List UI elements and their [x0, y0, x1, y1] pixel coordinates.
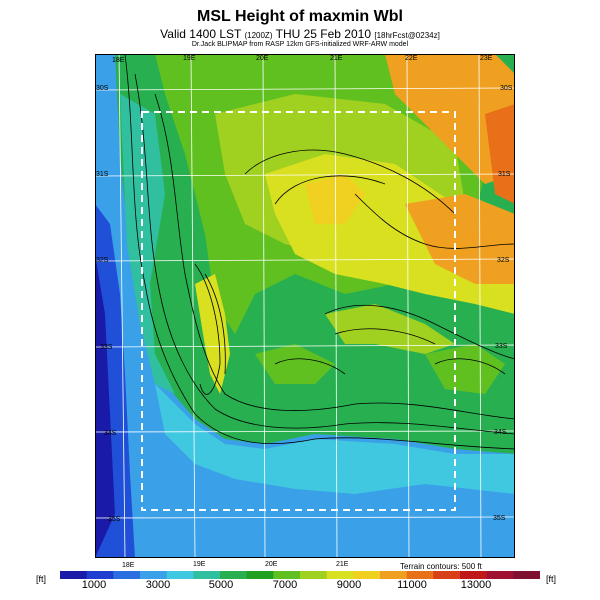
high-orange-east [405, 194, 515, 284]
lat-label-right-1: 30S [500, 85, 513, 92]
utc-time: (1200Z) [244, 31, 273, 40]
model-credit: Dr.Jack BLIPMAP from RASP 12km GFS-initi… [191, 41, 409, 48]
colorbar-swatch [353, 571, 381, 579]
valid-time: Valid 1400 LST [160, 27, 242, 41]
forecast-info: [18hrFcst@0234z] [374, 31, 440, 40]
lon-label-bottom-4: 21E [336, 561, 349, 568]
colorbar-unit-left: [ft] [36, 574, 47, 584]
terrain-contours [124, 54, 515, 450]
map-frame [95, 54, 515, 558]
colorbar-swatch [166, 571, 194, 579]
lat-label-left-6: 35S [108, 516, 121, 523]
lon-label-top-1: 18E [112, 57, 125, 64]
colorbar-label-11000: 11000 [397, 579, 427, 591]
colorbar-swatch [246, 571, 274, 579]
graticule [95, 54, 515, 558]
lat-label-left-3: 32S [96, 257, 109, 264]
colorbar-swatch [193, 571, 221, 579]
colorbar-swatch [140, 571, 168, 579]
high-orange-north [385, 54, 515, 184]
lat-label-right-6: 35S [493, 515, 506, 522]
colorbar-swatch [406, 571, 434, 579]
forecast-date: THU 25 Feb 2010 [275, 27, 371, 41]
colorbar-swatch [513, 571, 540, 579]
lat-label-right-4: 33S [495, 343, 508, 350]
lon-label-bottom-3: 20E [265, 561, 278, 568]
colorbar-label-3000: 3000 [145, 579, 171, 591]
ocean-west [95, 54, 515, 558]
colorbar-label-9000: 9000 [336, 579, 362, 591]
ridge-west [195, 274, 230, 394]
lon-label-bottom-1: 18E [122, 562, 135, 569]
colorbar-label-7000: 7000 [272, 579, 298, 591]
map-subtitle: Valid 1400 LST (1200Z) THU 25 Feb 2010 [… [0, 27, 600, 41]
ridge-south-2 [255, 344, 335, 384]
colorbar-swatch [273, 571, 301, 579]
ridge-east [425, 344, 505, 394]
colorbar-swatch [113, 571, 141, 579]
lon-label-top-4: 21E [330, 55, 343, 62]
height-map [95, 54, 515, 558]
land-teal-west [120, 94, 175, 394]
colorbar-swatch [86, 571, 114, 579]
colorbar-label-1000: 1000 [81, 579, 107, 591]
lon-label-top-2: 19E [183, 55, 196, 62]
colorbar [60, 571, 540, 579]
lon-label-top-6: 23E [480, 55, 493, 62]
inner-domain-box [141, 111, 456, 511]
lat-label-right-5: 34S [494, 429, 507, 436]
lon-label-bottom-2: 19E [193, 561, 206, 568]
colorbar-swatch [460, 571, 488, 579]
colorbar-swatch [486, 571, 514, 579]
lon-label-top-3: 20E [256, 55, 269, 62]
lat-label-left-2: 31S [96, 171, 109, 178]
colorbar-swatch [220, 571, 248, 579]
colorbar-unit-right: [ft] [546, 574, 557, 584]
ridge-south [325, 304, 455, 354]
lat-label-right-2: 31S [498, 171, 511, 178]
colorbar-swatch [300, 571, 328, 579]
lat-label-left-5: 34S [104, 430, 117, 437]
high-red-east [485, 104, 515, 204]
colorbar-swatch [433, 571, 461, 579]
lat-label-left-4: 33S [100, 344, 113, 351]
map-title: MSL Height of maxmin Wbl [197, 8, 403, 25]
south-coast-band [155, 384, 515, 494]
lat-label-right-3: 32S [497, 257, 510, 264]
colorbar-swatch [380, 571, 408, 579]
deep-ocean-west-2 [95, 254, 115, 558]
high-orange-central [305, 174, 365, 224]
lon-label-top-5: 22E [405, 55, 418, 62]
colorbar-swatch [60, 571, 88, 579]
terrain-contour-note: Terrain contours: 500 ft [400, 562, 482, 571]
colorbar-label-13000: 13000 [460, 579, 492, 591]
colorbar-swatch [326, 571, 354, 579]
colorbar-label-5000: 5000 [208, 579, 234, 591]
lat-label-left-1: 30S [96, 85, 109, 92]
